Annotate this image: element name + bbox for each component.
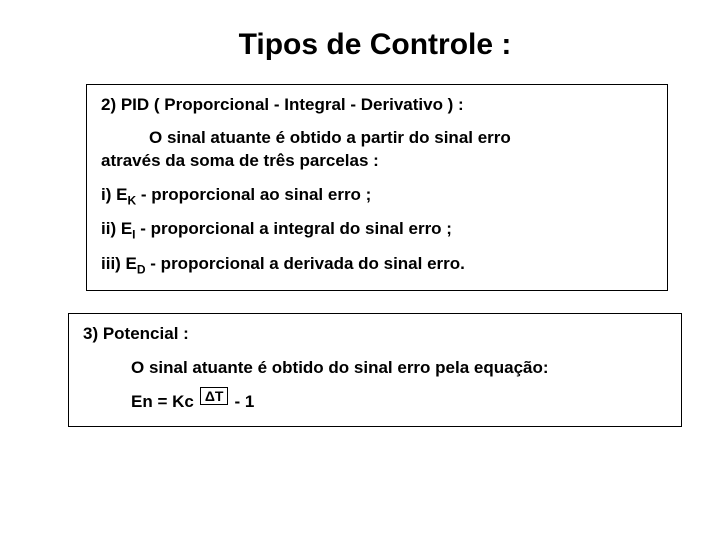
eq-left: En = Kc bbox=[131, 392, 194, 412]
pid-item-iii-sub: D bbox=[137, 262, 146, 276]
potencial-heading: 3) Potencial : bbox=[83, 324, 667, 344]
pid-item-i-post: - proporcional ao sinal erro ; bbox=[136, 185, 371, 204]
potencial-equation: En = Kc ΔT - 1 bbox=[83, 392, 667, 412]
pid-item-i: i) EK - proporcional ao sinal erro ; bbox=[101, 185, 653, 207]
eq-exponent: ΔT bbox=[200, 387, 229, 405]
pid-heading: 2) PID ( Proporcional - Integral - Deriv… bbox=[101, 95, 653, 115]
pid-item-i-pre: i) E bbox=[101, 185, 127, 204]
eq-right: - 1 bbox=[234, 392, 254, 412]
potencial-line: O sinal atuante é obtido do sinal erro p… bbox=[83, 358, 667, 378]
pid-intro-line2: através da soma de três parcelas : bbox=[101, 151, 379, 170]
pid-intro: O sinal atuante é obtido a partir do sin… bbox=[101, 127, 653, 173]
pid-item-ii-post: - proporcional a integral do sinal erro … bbox=[136, 219, 452, 238]
pid-item-ii-pre: ii) E bbox=[101, 219, 132, 238]
pid-item-iii: iii) ED - proporcional a derivada do sin… bbox=[101, 254, 653, 276]
pid-box: 2) PID ( Proporcional - Integral - Deriv… bbox=[86, 84, 668, 291]
pid-item-i-sub: K bbox=[127, 193, 136, 207]
pid-item-iii-post: - proporcional a derivada do sinal erro. bbox=[146, 254, 465, 273]
pid-item-iii-pre: iii) E bbox=[101, 254, 137, 273]
pid-item-ii: ii) EI - proporcional a integral do sina… bbox=[101, 219, 653, 241]
page-title: Tipos de Controle : bbox=[30, 0, 720, 62]
potencial-box: 3) Potencial : O sinal atuante é obtido … bbox=[68, 313, 682, 427]
pid-intro-line1: O sinal atuante é obtido a partir do sin… bbox=[101, 128, 511, 147]
